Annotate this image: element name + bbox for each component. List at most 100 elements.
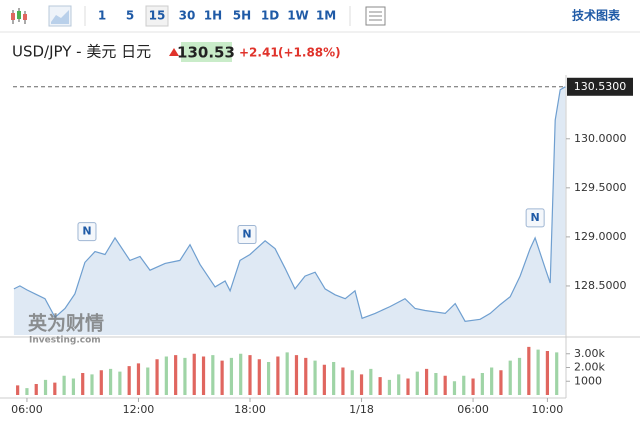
technical-chart-link[interactable]: 技术图表 bbox=[572, 8, 621, 23]
y-tick-label: 129.0000 bbox=[574, 230, 627, 243]
header: USD/JPY - 美元 日元 130.53 +2.41 (+1.88%) bbox=[12, 42, 341, 62]
volume-bar bbox=[332, 362, 336, 395]
volume-bar bbox=[517, 357, 522, 395]
y-tick-label: 129.5000 bbox=[574, 181, 627, 194]
volume-bar bbox=[146, 367, 150, 395]
last-price-label: 130.5300 bbox=[574, 80, 627, 93]
interval-button[interactable]: 1 bbox=[98, 9, 106, 23]
volume-bar bbox=[248, 355, 252, 395]
volume-bar bbox=[480, 373, 484, 395]
volume-bar bbox=[108, 368, 113, 395]
instrument-title: USD/JPY - 美元 日元 bbox=[12, 43, 151, 61]
volume-bar bbox=[211, 355, 215, 395]
price-area bbox=[13, 86, 566, 335]
volume-bar bbox=[490, 367, 494, 395]
volume-bar bbox=[136, 363, 141, 395]
volume-bar bbox=[369, 368, 373, 395]
watermark-brand: 英为财情 bbox=[28, 312, 104, 335]
x-tick-label: 18:00 bbox=[234, 403, 266, 416]
interval-button[interactable]: 30 bbox=[179, 9, 196, 23]
volume-bar bbox=[127, 366, 131, 395]
volume-bar bbox=[62, 375, 66, 395]
volume-bar bbox=[341, 367, 345, 395]
news-marker[interactable] bbox=[237, 225, 257, 245]
volume-bar bbox=[25, 388, 29, 395]
x-tick-label: 1/18 bbox=[349, 403, 374, 416]
y-tick-label: 3.00k bbox=[574, 347, 605, 360]
volume-bar bbox=[276, 356, 280, 395]
volume-bar bbox=[164, 356, 168, 395]
y-tick-label: 2.00k bbox=[574, 361, 605, 374]
volume-bar bbox=[555, 352, 559, 395]
x-tick-label: 12:00 bbox=[123, 403, 155, 416]
volume-bar bbox=[43, 379, 48, 395]
interval-button[interactable]: 1M bbox=[316, 9, 336, 23]
change: +2.41 bbox=[239, 46, 279, 60]
volume-bar bbox=[452, 381, 457, 395]
news-marker[interactable] bbox=[525, 208, 545, 228]
interval-button[interactable]: 5H bbox=[233, 9, 251, 23]
volume-bar bbox=[257, 359, 261, 395]
x-tick-label: 06:00 bbox=[457, 403, 489, 416]
volume-bar bbox=[81, 373, 85, 395]
volume-bar bbox=[118, 371, 122, 395]
volume-bar bbox=[239, 353, 243, 395]
volume-bar bbox=[322, 364, 326, 395]
volume-bar bbox=[443, 375, 447, 395]
area-icon[interactable] bbox=[48, 5, 72, 27]
volume-bar bbox=[183, 357, 187, 395]
volume-bar bbox=[53, 382, 57, 395]
up-arrow bbox=[169, 48, 179, 56]
change-percent: (+1.88%) bbox=[278, 46, 341, 60]
volume-bar bbox=[285, 352, 289, 395]
price-line bbox=[13, 86, 566, 322]
y-tick-label: 1000 bbox=[574, 374, 602, 387]
volume-bar bbox=[499, 370, 503, 395]
price: 130.53 bbox=[177, 44, 235, 62]
y-tick-label: 130.0000 bbox=[574, 132, 627, 145]
volume-bar bbox=[471, 378, 475, 395]
volume-bar bbox=[387, 379, 392, 395]
candlestick-icon[interactable] bbox=[11, 8, 27, 24]
x-tick-label: 06:00 bbox=[11, 403, 43, 416]
volume-bar bbox=[16, 385, 20, 395]
volume-bar bbox=[71, 378, 76, 395]
volume-bar bbox=[99, 370, 103, 395]
volume-bar bbox=[462, 375, 466, 395]
active-interval bbox=[145, 5, 169, 27]
x-tick-label: 10:00 bbox=[532, 403, 564, 416]
volume-bar bbox=[397, 374, 401, 395]
volume-bar bbox=[294, 355, 299, 395]
volume-bar bbox=[406, 378, 410, 395]
interval-button[interactable]: 5 bbox=[126, 9, 134, 23]
volume-bar bbox=[90, 374, 94, 395]
news-marker-label: N bbox=[531, 211, 540, 224]
news-marker-label: N bbox=[242, 228, 251, 241]
volume-bar bbox=[304, 357, 308, 395]
volume-bar bbox=[220, 360, 224, 395]
y-tick-label: 128.5000 bbox=[574, 279, 627, 292]
volume-bar bbox=[155, 359, 159, 395]
interval-button[interactable]: 1D bbox=[261, 9, 279, 23]
toolbar: 1 5 15 30 1H 5H 1D 1W 1M 技术图表 bbox=[11, 5, 621, 27]
price-highlight bbox=[181, 42, 232, 62]
volume-bar bbox=[34, 384, 38, 395]
volume-bar bbox=[378, 377, 382, 395]
settings-icon[interactable] bbox=[365, 6, 386, 26]
volume-bar bbox=[266, 362, 271, 395]
volume-bar bbox=[536, 349, 540, 395]
volume-bar bbox=[192, 353, 196, 395]
interval-button[interactable]: 15 bbox=[149, 9, 166, 23]
volume-bar bbox=[527, 346, 531, 395]
volume-bar bbox=[313, 360, 317, 395]
interval-button[interactable]: 1W bbox=[287, 9, 309, 23]
volume-bar bbox=[415, 371, 419, 395]
volume-bar bbox=[545, 351, 550, 395]
volume-bar bbox=[229, 357, 234, 395]
last-price-box bbox=[567, 77, 633, 96]
volume-bar bbox=[359, 374, 364, 395]
news-marker[interactable] bbox=[77, 222, 97, 242]
watermark-site: Investing.com bbox=[29, 336, 101, 346]
interval-button[interactable]: 1H bbox=[204, 9, 222, 23]
